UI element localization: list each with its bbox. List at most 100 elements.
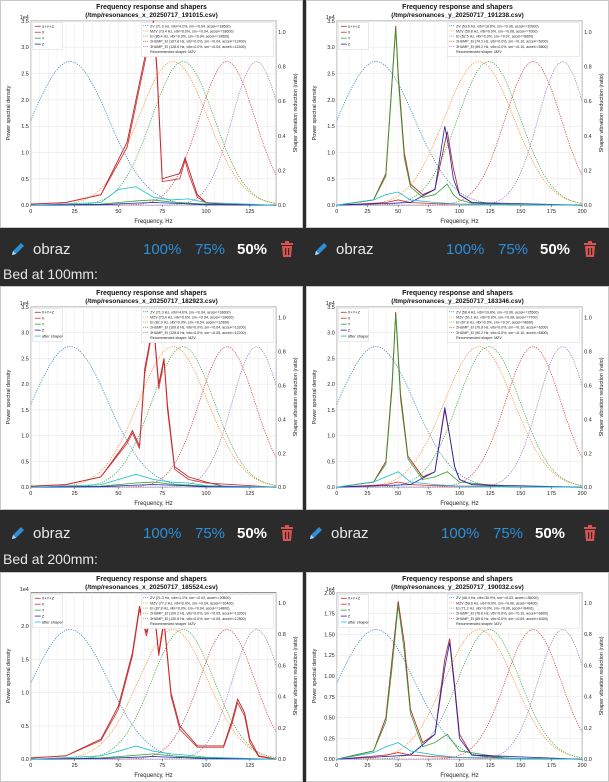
caption-bar-1: obraz 100% 75% 50% xyxy=(313,236,603,262)
zoom-50-button[interactable]: 50% xyxy=(237,524,268,542)
y2-tick-label: 0.8 xyxy=(584,632,592,638)
y-tick-label: 3.0 xyxy=(327,331,335,337)
chart-svg-1: Frequency response and shapers(/tmp/reso… xyxy=(312,4,605,225)
legend-entry: Y xyxy=(348,36,351,41)
legend-entry: ZV (71.0 Hz, vibr=4.2%, sm~=0.04, accel<… xyxy=(150,24,230,28)
zoom-75-button[interactable]: 75% xyxy=(493,524,524,542)
y2-tick-label: 0.0 xyxy=(584,757,592,763)
zoom-50-button[interactable]: 50% xyxy=(237,240,268,258)
x-tick-label: 175 xyxy=(547,209,556,215)
x-tick-label: 125 xyxy=(486,209,495,215)
legend-entry: EI (82.9 Hz, vibr=0.0%, sm~=0.04, accel<… xyxy=(150,321,229,325)
y-tick-label: 2.0 xyxy=(21,382,29,388)
legend-entry: 3HUMP_EI (89.2 Hz, vibr=0.0%, sm~=0.10, … xyxy=(456,45,548,49)
y2-tick-label: 0.6 xyxy=(584,663,592,669)
legend-entry: X xyxy=(348,316,351,321)
y2-tick-label: 0.4 xyxy=(278,695,286,701)
y2-tick-label: 0.8 xyxy=(278,632,286,638)
y-tick-label: 2.5 xyxy=(21,356,29,362)
legend-entry: MZV (50.6 Hz, vibr=0.0%, sm~=0.06, accel… xyxy=(456,601,537,605)
x-tick-label: 25 xyxy=(72,491,78,497)
y2-tick-label: 1.0 xyxy=(278,30,286,36)
legend-entry: EI (62.5 Hz, vibr=0.0%, sm~=0.07, accel<… xyxy=(456,35,533,39)
legend-entry: EI (67.8 Hz, vibr=0.0%, sm~=0.07, accel<… xyxy=(456,321,533,325)
zoom-75-button[interactable]: 75% xyxy=(498,240,529,258)
legend-entry: EI (85.4 Hz, vibr=0.0%, sm~=0.04, accel<… xyxy=(150,35,229,39)
legend-entry: after shaper xyxy=(348,620,370,625)
image-name[interactable]: obraz xyxy=(336,240,374,258)
chart-svg-2: Frequency response and shapers(/tmp/reso… xyxy=(6,290,299,507)
legend-entry: Y xyxy=(42,36,45,41)
x-tick-label: 50 xyxy=(395,209,401,215)
section-label-bed-200: Bed at 200mm: xyxy=(3,551,98,567)
y-tick-label: 3.5 xyxy=(327,305,335,311)
x-axis-label: Frequency, Hz xyxy=(134,219,172,225)
zoom-75-button[interactable]: 75% xyxy=(195,240,226,258)
zoom-100-button[interactable]: 100% xyxy=(446,240,485,258)
legend-box xyxy=(141,308,274,343)
series-line xyxy=(30,473,277,488)
y2-axis-label: Shaper vibration reduction (ratio) xyxy=(293,636,299,715)
legend-entry: Z xyxy=(348,614,351,619)
trash-icon[interactable] xyxy=(583,241,597,257)
pencil-icon[interactable] xyxy=(308,525,324,541)
y-tick-label: 3.0 xyxy=(21,45,29,51)
y2-tick-label: 0.2 xyxy=(584,451,592,457)
pencil-icon[interactable] xyxy=(10,241,26,257)
trash-icon[interactable] xyxy=(280,241,294,257)
zoom-75-button[interactable]: 75% xyxy=(195,524,226,542)
x-tick-label: 100 xyxy=(455,763,464,769)
zoom-50-button[interactable]: 50% xyxy=(535,524,566,542)
x-tick-label: 200 xyxy=(578,763,587,769)
zoom-100-button[interactable]: 100% xyxy=(143,524,182,542)
legend-entry: X xyxy=(42,30,45,35)
y-axis-label: Power spectral density xyxy=(6,369,12,424)
trash-icon[interactable] xyxy=(583,525,597,541)
y-tick-label: 2.0 xyxy=(327,382,335,388)
caption-bar-2: obraz 100% 75% 50% xyxy=(10,520,300,546)
legend-entry: Recommended shaper: MZV xyxy=(456,622,502,626)
zoom-50-button[interactable]: 50% xyxy=(540,240,571,258)
legend-entry: Z xyxy=(42,328,45,333)
series-line xyxy=(336,601,583,760)
legend-entry: 3HUMP_EI (90.2 Hz, vibr=0.0%, sm~=0.10, … xyxy=(456,331,548,335)
pencil-icon[interactable] xyxy=(10,525,26,541)
legend-entry: 2HUMP_EI (109.2 Hz, vibr=0.0%, sm~=0.05,… xyxy=(150,612,246,616)
legend-entry: ZV (53.6 Hz, vibr=18.6%, sm~=0.06, accel… xyxy=(456,24,538,28)
legend-entry: X+Y+Z xyxy=(348,24,361,29)
legend-entry: 2HUMP_EI (70.8 Hz, vibr=0.0%, sm~=0.10, … xyxy=(456,326,548,330)
series-line xyxy=(336,742,583,760)
y-tick-label: 1.5 xyxy=(327,124,335,130)
y2-tick-label: 0.0 xyxy=(584,485,592,491)
legend-right: ZV (71.0 Hz, vibr=4.2%, sm~=0.04, accel<… xyxy=(141,22,274,57)
image-name[interactable]: obraz xyxy=(33,240,71,258)
legend-entry: EI (87.8 Hz, vibr=0.0%, sm~=0.04, accel<… xyxy=(150,607,229,611)
y2-tick-label: 0.6 xyxy=(278,383,286,389)
legend-entry: MZV (50.8 Hz, vibr=0.0%, sm~=0.08, accel… xyxy=(456,29,537,33)
image-name[interactable]: obraz xyxy=(33,524,71,542)
chart-2: Frequency response and shapers (/tmp/reso… xyxy=(0,286,303,510)
x-tick-label: 75 xyxy=(426,763,432,769)
x-axis-label: Frequency, Hz xyxy=(440,773,478,779)
pencil-icon[interactable] xyxy=(313,241,329,257)
legend-entry: 2HUMP_EI (76.6 Hz, vibr=0.0%, sm~=0.10, … xyxy=(456,612,548,616)
trash-icon[interactable] xyxy=(280,525,294,541)
x-tick-label: 0 xyxy=(335,763,338,769)
y2-tick-label: 0.6 xyxy=(278,99,286,105)
series-line xyxy=(336,471,583,488)
series-line xyxy=(30,481,277,488)
y-tick-label: 1.0 xyxy=(327,434,335,440)
legend-entry: 3HUMP_EI (128.6 Hz, vibr=0.0%, sm~=0.05,… xyxy=(150,331,246,335)
legend-entry: MZV (77.2 Hz, vibr=0.0%, sm~=0.04, accel… xyxy=(150,601,233,605)
legend-entry: X+Y+Z xyxy=(42,310,55,315)
shaper-curve xyxy=(336,629,583,760)
chart-svg-3: Frequency response and shapers(/tmp/reso… xyxy=(312,290,605,507)
zoom-100-button[interactable]: 100% xyxy=(143,240,182,258)
zoom-100-button[interactable]: 100% xyxy=(441,524,480,542)
y-tick-label: 0.00 xyxy=(324,757,335,763)
x-tick-label: 50 xyxy=(115,209,121,215)
legend-entry: 3HUMP_EI (130.8 Hz, vibr=0.0%, sm~=0.05,… xyxy=(150,617,246,621)
y-axis-label: Power spectral density xyxy=(6,85,12,140)
image-name[interactable]: obraz xyxy=(331,524,369,542)
